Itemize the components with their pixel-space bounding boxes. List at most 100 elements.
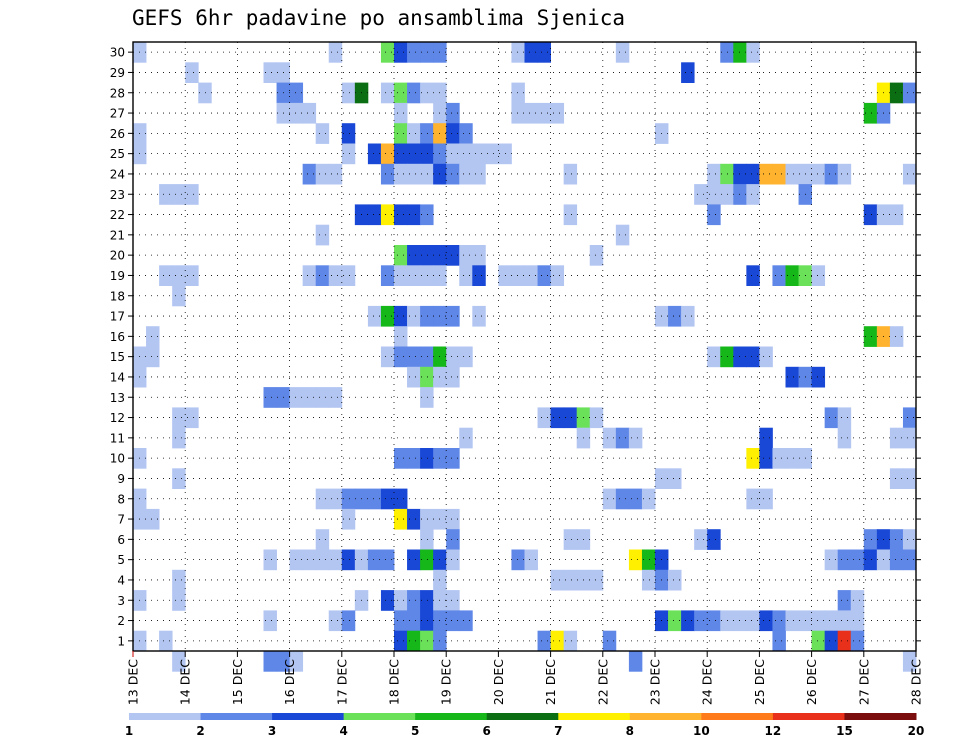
heatmap-cell [889, 468, 904, 489]
heatmap-cell [550, 630, 565, 652]
heatmap-cell [380, 82, 395, 104]
heatmap-cell [563, 204, 578, 226]
heatmap-cell [446, 245, 460, 266]
heatmap-cell [328, 488, 343, 510]
heatmap-cell [524, 42, 538, 63]
heatmap-cell [759, 427, 773, 449]
heatmap-cell [420, 123, 434, 144]
heatmap-cell [694, 610, 708, 632]
heatmap-cell [328, 610, 343, 632]
heatmap-cell [289, 387, 304, 408]
heatmap-cell [420, 163, 434, 185]
heatmap-cell [472, 163, 486, 185]
heatmap-cell [602, 427, 617, 449]
heatmap-cell [185, 62, 199, 83]
x-tick-label: 18 DEC [387, 659, 402, 705]
y-tick-label: 25 [110, 147, 125, 161]
heatmap-cell [850, 630, 865, 652]
x-tick-label: 28 DEC [909, 659, 924, 705]
heatmap-cell [902, 468, 917, 489]
heatmap-cell [641, 569, 656, 591]
heatmap-cell [472, 143, 486, 165]
heatmap-cell [394, 82, 408, 104]
x-tick-label: 17 DEC [334, 659, 349, 705]
heatmap-cell [407, 143, 421, 165]
chart-title: GEFS 6hr padavine po ansamblima Sjenica [132, 6, 625, 30]
heatmap-cell [420, 590, 434, 611]
heatmap-cell [289, 82, 304, 104]
heatmap-cell [511, 82, 525, 104]
heatmap-cell [511, 265, 525, 286]
y-tick-label: 6 [117, 533, 125, 547]
heatmap-cell [615, 42, 630, 63]
colorbar-label: 3 [268, 724, 276, 738]
colorbar-label: 1 [125, 724, 133, 738]
heatmap-cell [602, 630, 617, 652]
x-tick-label: 15 DEC [230, 659, 245, 705]
colorbar-swatch [558, 713, 631, 720]
heatmap-cell [185, 184, 199, 205]
heatmap-cell [681, 305, 695, 327]
heatmap-cell [524, 102, 538, 124]
heatmap-cell [380, 163, 395, 185]
heatmap-cell [341, 123, 356, 144]
heatmap-cell [446, 305, 460, 327]
heatmap-cell [628, 427, 643, 449]
heatmap-cell [394, 265, 408, 286]
colorbar-label: 5 [411, 724, 419, 738]
heatmap-cell [407, 82, 421, 104]
heatmap-cell [302, 387, 317, 408]
heatmap-cell [563, 630, 578, 652]
heatmap-cell [315, 549, 330, 571]
heatmap-cell [446, 346, 460, 368]
colorbar-swatch [343, 713, 416, 720]
heatmap-cell [746, 448, 760, 469]
heatmap-cell [302, 102, 317, 124]
heatmap-cell [159, 630, 173, 652]
y-tick-label: 19 [110, 269, 125, 283]
heatmap-cell [785, 265, 799, 286]
heatmap-cell [537, 407, 551, 429]
heatmap-cell [341, 508, 356, 530]
heatmap-cell [446, 508, 460, 530]
heatmap-cells [133, 42, 917, 672]
heatmap-cell [668, 610, 682, 632]
heatmap-cell [367, 204, 382, 226]
heatmap-cell [733, 184, 747, 205]
colorbar-label: 12 [765, 724, 782, 738]
heatmap-cell [550, 569, 565, 591]
colorbar-swatch [129, 713, 202, 720]
heatmap-cell [811, 630, 826, 652]
heatmap-cell [863, 102, 878, 124]
heatmap-cell [394, 346, 408, 368]
heatmap-cell [420, 529, 434, 550]
y-tick-label: 8 [117, 492, 125, 506]
y-tick-label: 20 [110, 249, 125, 263]
heatmap-cell [563, 163, 578, 185]
heatmap-cell [459, 143, 473, 165]
y-tick-label: 29 [110, 66, 125, 80]
heatmap-cell [407, 366, 421, 388]
heatmap-cell [759, 488, 773, 510]
heatmap-cell [380, 346, 395, 368]
heatmap-cell [446, 549, 460, 571]
heatmap-cell [563, 569, 578, 591]
heatmap-cell [681, 62, 695, 83]
x-tick-label: 13 DEC [126, 659, 141, 705]
heatmap-cell [172, 407, 186, 429]
heatmap-cell [811, 163, 826, 185]
heatmap-cell [394, 42, 408, 63]
x-axis: 13 DEC 14 DEC 15 DEC 16 DEC 17 DEC 18 DEC 19 D… [126, 651, 924, 705]
y-tick-label: 16 [110, 330, 125, 344]
colorbar: 1 2 3 4 5 6 7 8 10 12 15 20 [125, 713, 924, 738]
y-tick-label: 4 [117, 573, 125, 587]
heatmap-cell [420, 508, 434, 530]
colorbar-label: 4 [339, 724, 347, 738]
heatmap-cell [420, 245, 434, 266]
heatmap-cell [615, 224, 630, 246]
heatmap-cell [759, 163, 773, 185]
x-tick-label: 22 DEC [595, 659, 610, 705]
heatmap-cell [889, 529, 904, 550]
heatmap-cell [407, 245, 421, 266]
